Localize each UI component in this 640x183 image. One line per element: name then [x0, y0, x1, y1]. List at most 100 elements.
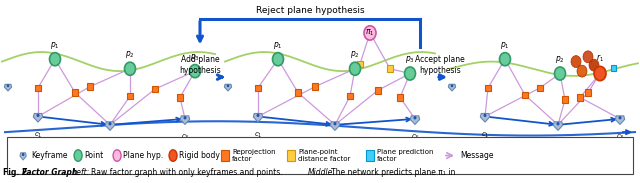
Polygon shape [253, 113, 262, 122]
Circle shape [589, 59, 599, 71]
Text: $c_{1}$: $c_{1}$ [481, 131, 489, 140]
Circle shape [273, 53, 284, 66]
Circle shape [74, 150, 82, 161]
Text: Factor Graph.: Factor Graph. [22, 168, 80, 177]
Bar [397, 94, 403, 101]
Text: Left:: Left: [73, 168, 90, 177]
Text: Plane prediction
factor: Plane prediction factor [377, 149, 433, 162]
Text: Plane-point
distance factor: Plane-point distance factor [298, 149, 350, 162]
Polygon shape [480, 113, 490, 122]
Text: $c_{3}$: $c_{3}$ [180, 133, 189, 142]
Circle shape [37, 114, 39, 116]
Bar [312, 83, 317, 90]
Text: $p_2$: $p_2$ [555, 54, 565, 65]
Text: $p_1$: $p_1$ [500, 40, 510, 51]
Circle shape [113, 150, 121, 161]
Bar [72, 89, 77, 96]
Circle shape [484, 114, 486, 116]
Text: Reprojection
factor: Reprojection factor [232, 149, 276, 162]
Bar [522, 92, 528, 98]
Circle shape [184, 117, 186, 119]
Bar [87, 83, 93, 90]
Polygon shape [20, 153, 26, 160]
Bar [348, 93, 353, 100]
Text: $c_{1}$: $c_{1}$ [254, 131, 262, 140]
Text: Point: Point [84, 151, 103, 160]
Text: $p_3$: $p_3$ [405, 54, 415, 65]
Circle shape [577, 65, 587, 77]
Circle shape [451, 85, 452, 87]
Polygon shape [225, 84, 232, 91]
Circle shape [499, 53, 511, 66]
Bar [585, 89, 591, 96]
Circle shape [189, 65, 200, 78]
Text: Keyframe: Keyframe [31, 151, 68, 160]
Text: $c_{3}$: $c_{3}$ [411, 133, 419, 142]
Text: $p_2$: $p_2$ [350, 49, 360, 60]
Circle shape [257, 114, 259, 116]
Text: $p_2$: $p_2$ [125, 49, 135, 60]
Bar [255, 85, 260, 91]
Text: Rigid body: Rigid body [179, 151, 220, 160]
Circle shape [571, 56, 581, 68]
Bar [387, 66, 393, 72]
Bar [221, 150, 229, 161]
Text: $c_{3}$: $c_{3}$ [616, 133, 624, 142]
Text: Message: Message [460, 151, 493, 160]
Text: $r_1$: $r_1$ [596, 53, 604, 64]
Text: $c_{2}$: $c_{2}$ [331, 139, 339, 148]
Text: $c_{1}$: $c_{1}$ [34, 131, 42, 140]
Text: $\pi_1$: $\pi_1$ [365, 28, 375, 38]
Text: Raw factor graph with only keyframes and points.: Raw factor graph with only keyframes and… [91, 168, 283, 177]
Circle shape [414, 117, 416, 119]
Circle shape [125, 62, 136, 75]
Bar [537, 85, 543, 91]
Text: The network predicts plane π₁ in: The network predicts plane π₁ in [331, 168, 456, 177]
Circle shape [557, 123, 559, 125]
Circle shape [404, 67, 415, 80]
Circle shape [554, 67, 566, 80]
Circle shape [583, 51, 593, 63]
Bar [287, 150, 295, 161]
Circle shape [364, 26, 376, 40]
Circle shape [22, 154, 24, 155]
Polygon shape [180, 116, 189, 124]
Circle shape [619, 117, 621, 119]
Bar [152, 86, 157, 92]
Circle shape [169, 150, 177, 161]
Text: $p_1$: $p_1$ [273, 40, 283, 51]
Bar [127, 93, 132, 100]
Text: $c_{2}$: $c_{2}$ [554, 139, 563, 148]
Text: Add plane
hypothesis: Add plane hypothesis [179, 55, 221, 75]
Polygon shape [449, 84, 456, 91]
Bar [611, 65, 616, 70]
Polygon shape [4, 84, 12, 91]
Circle shape [594, 66, 606, 81]
Text: Reject plane hypothesis: Reject plane hypothesis [256, 6, 364, 15]
Polygon shape [615, 116, 625, 124]
Circle shape [349, 62, 360, 75]
Polygon shape [554, 122, 563, 130]
Bar [295, 89, 301, 96]
Circle shape [227, 85, 228, 87]
Text: Middle:: Middle: [308, 168, 336, 177]
Bar [485, 85, 491, 91]
Circle shape [49, 53, 61, 66]
Bar [375, 87, 381, 94]
Bar [357, 61, 363, 67]
Text: $c_{2}$: $c_{2}$ [106, 139, 115, 148]
Bar [577, 94, 583, 101]
Text: Plane hyp.: Plane hyp. [123, 151, 163, 160]
Bar [563, 96, 568, 103]
Circle shape [334, 123, 336, 125]
Bar [177, 94, 183, 101]
Text: $p_3$: $p_3$ [190, 52, 200, 63]
Text: Fig. 2:: Fig. 2: [3, 168, 30, 177]
Text: $p_1$: $p_1$ [50, 40, 60, 51]
Bar [35, 85, 41, 91]
Bar [366, 150, 374, 161]
Circle shape [109, 123, 111, 125]
Polygon shape [330, 122, 340, 130]
Polygon shape [106, 122, 115, 130]
Text: Accept plane
hypothesis: Accept plane hypothesis [415, 55, 465, 75]
